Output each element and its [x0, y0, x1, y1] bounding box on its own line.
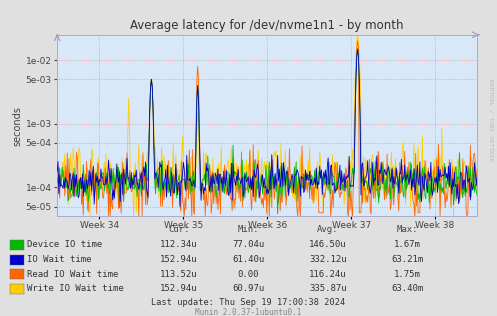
- Y-axis label: seconds: seconds: [13, 106, 23, 146]
- Text: 146.50u: 146.50u: [309, 240, 347, 249]
- Text: Last update: Thu Sep 19 17:00:38 2024: Last update: Thu Sep 19 17:00:38 2024: [152, 298, 345, 307]
- Text: 332.12u: 332.12u: [309, 255, 347, 264]
- Text: 77.04u: 77.04u: [233, 240, 264, 249]
- Text: 152.94u: 152.94u: [160, 284, 198, 293]
- Text: Cur:: Cur:: [168, 225, 190, 234]
- Text: 113.52u: 113.52u: [160, 270, 198, 279]
- Text: Munin 2.0.37-1ubuntu0.1: Munin 2.0.37-1ubuntu0.1: [195, 308, 302, 316]
- Text: IO Wait time: IO Wait time: [27, 255, 92, 264]
- Text: 1.75m: 1.75m: [394, 270, 421, 279]
- Text: 0.00: 0.00: [238, 270, 259, 279]
- Text: 63.21m: 63.21m: [392, 255, 423, 264]
- Text: RRDTOOL / TOBI OETIKER: RRDTOOL / TOBI OETIKER: [489, 79, 494, 161]
- Text: 1.67m: 1.67m: [394, 240, 421, 249]
- Text: 61.40u: 61.40u: [233, 255, 264, 264]
- Text: 152.94u: 152.94u: [160, 255, 198, 264]
- Text: 60.97u: 60.97u: [233, 284, 264, 293]
- Text: Device IO time: Device IO time: [27, 240, 102, 249]
- Text: 335.87u: 335.87u: [309, 284, 347, 293]
- Text: Avg:: Avg:: [317, 225, 339, 234]
- Title: Average latency for /dev/nvme1n1 - by month: Average latency for /dev/nvme1n1 - by mo…: [130, 19, 404, 32]
- Text: 63.40m: 63.40m: [392, 284, 423, 293]
- Text: Max:: Max:: [397, 225, 418, 234]
- Text: 116.24u: 116.24u: [309, 270, 347, 279]
- Text: Write IO Wait time: Write IO Wait time: [27, 284, 124, 293]
- Text: Read IO Wait time: Read IO Wait time: [27, 270, 119, 279]
- Text: 112.34u: 112.34u: [160, 240, 198, 249]
- Text: Min:: Min:: [238, 225, 259, 234]
